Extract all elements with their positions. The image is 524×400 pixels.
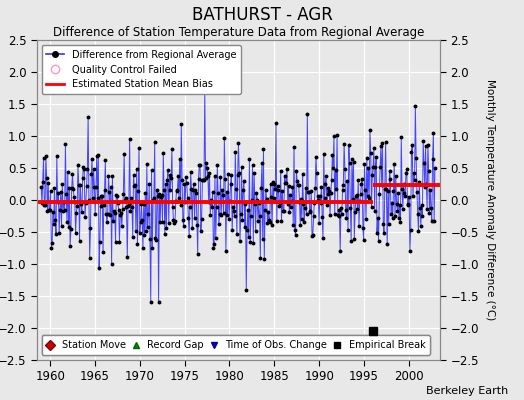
Text: Berkeley Earth: Berkeley Earth xyxy=(426,386,508,396)
Text: BATHURST - AGR: BATHURST - AGR xyxy=(192,6,332,24)
Legend: Station Move, Record Gap, Time of Obs. Change, Empirical Break: Station Move, Record Gap, Time of Obs. C… xyxy=(41,336,430,355)
Y-axis label: Monthly Temperature Anomaly Difference (°C): Monthly Temperature Anomaly Difference (… xyxy=(485,79,495,321)
Title: Difference of Station Temperature Data from Regional Average: Difference of Station Temperature Data f… xyxy=(53,26,424,39)
